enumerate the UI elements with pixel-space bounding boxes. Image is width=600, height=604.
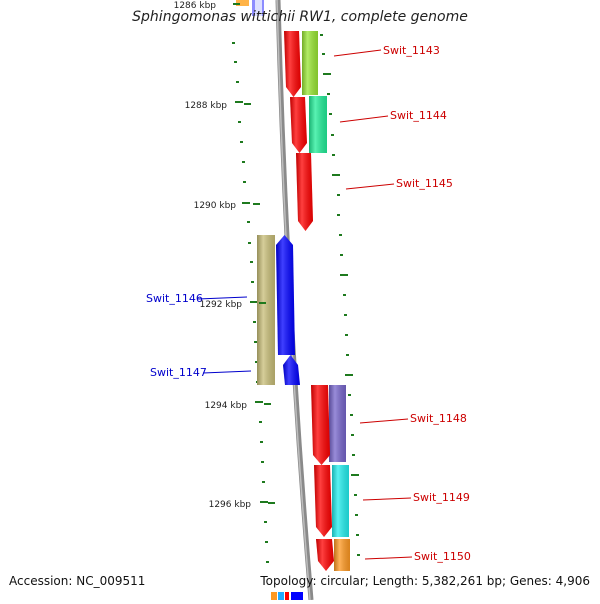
gene-arrow-shade	[316, 539, 334, 571]
partial-gene-bottom	[271, 592, 277, 600]
tick-marks	[232, 34, 360, 563]
label-leader-line	[362, 497, 412, 501]
gene-arrow-shade	[314, 465, 332, 537]
cog-bar-shade	[309, 96, 327, 153]
cog-bar-shade	[329, 385, 346, 462]
gene-swit_1149[interactable]	[314, 465, 349, 537]
scale-label: 1290 kbp	[194, 201, 237, 211]
gene-swit_1148[interactable]	[311, 385, 346, 465]
partial-gene-top	[236, 0, 249, 6]
label-leader-line	[197, 296, 248, 300]
label-leader-line	[339, 115, 389, 123]
partial-genes-top	[236, 0, 303, 600]
scale-label: 1294 kbp	[205, 401, 248, 411]
genome-summary: Topology: circular; Length: 5,382,261 bp…	[260, 574, 590, 588]
partial-gene-bottom	[285, 592, 289, 600]
gene-arrow-shade	[283, 355, 300, 385]
gene-swit_1145[interactable]	[296, 153, 313, 231]
gene-arrow-shade	[276, 235, 295, 355]
gene-arrow-shade	[311, 385, 330, 465]
scale-label: 1286 kbp	[174, 1, 217, 11]
accession-label: Accession: NC_009511	[9, 574, 146, 588]
gene-arrow-shade	[296, 153, 313, 231]
scale-labels: 1286 kbp 1288 kbp 1290 kbp 1292 kbp 1294 kbp…	[174, 1, 275, 510]
gene-label[interactable]: Swit_1149	[413, 491, 470, 504]
gene-labels: Swit_1143 Swit_1144 Swit_1145 Swit_1146 Swit…	[146, 44, 471, 563]
gene-swit_1150[interactable]	[316, 539, 350, 571]
gene-label[interactable]: Swit_1143	[383, 44, 440, 57]
cog-bar-shade	[257, 235, 275, 385]
gene-arrows	[257, 31, 350, 571]
scale-label: 1296 kbp	[209, 500, 252, 510]
label-leader-line	[345, 183, 395, 190]
gene-arrow-shade	[290, 97, 307, 153]
gene-swit_1147[interactable]	[283, 355, 300, 385]
scale-label: 1292 kbp	[200, 300, 243, 310]
gene-swit_1144[interactable]	[290, 96, 327, 153]
gene-swit_1146[interactable]	[257, 235, 295, 385]
gene-label[interactable]: Swit_1144	[390, 109, 447, 122]
gene-label[interactable]: Swit_1150	[414, 550, 471, 563]
cog-bar-shade	[302, 31, 318, 95]
label-leader-line	[202, 370, 252, 374]
gene-label[interactable]: Swit_1147	[150, 366, 207, 379]
scale-label: 1288 kbp	[185, 101, 228, 111]
label-leader-line	[359, 418, 409, 424]
cog-bar-shade	[334, 539, 350, 571]
gene-label[interactable]: Swit_1146	[146, 292, 203, 305]
partial-gene-bottom	[278, 592, 284, 600]
cog-bar-shade	[332, 465, 349, 537]
label-leader-line	[364, 556, 413, 560]
gene-arrow-shade	[284, 31, 301, 97]
gene-label[interactable]: Swit_1145	[396, 177, 453, 190]
label-leader-line	[333, 49, 382, 57]
gene-swit_1143[interactable]	[284, 31, 318, 97]
genome-title: Sphingomonas wittichii RW1, complete gen…	[132, 9, 468, 25]
partial-gene-bottom	[291, 592, 303, 600]
partial-gene-top	[255, 0, 262, 16]
gene-label[interactable]: Swit_1148	[410, 412, 467, 425]
